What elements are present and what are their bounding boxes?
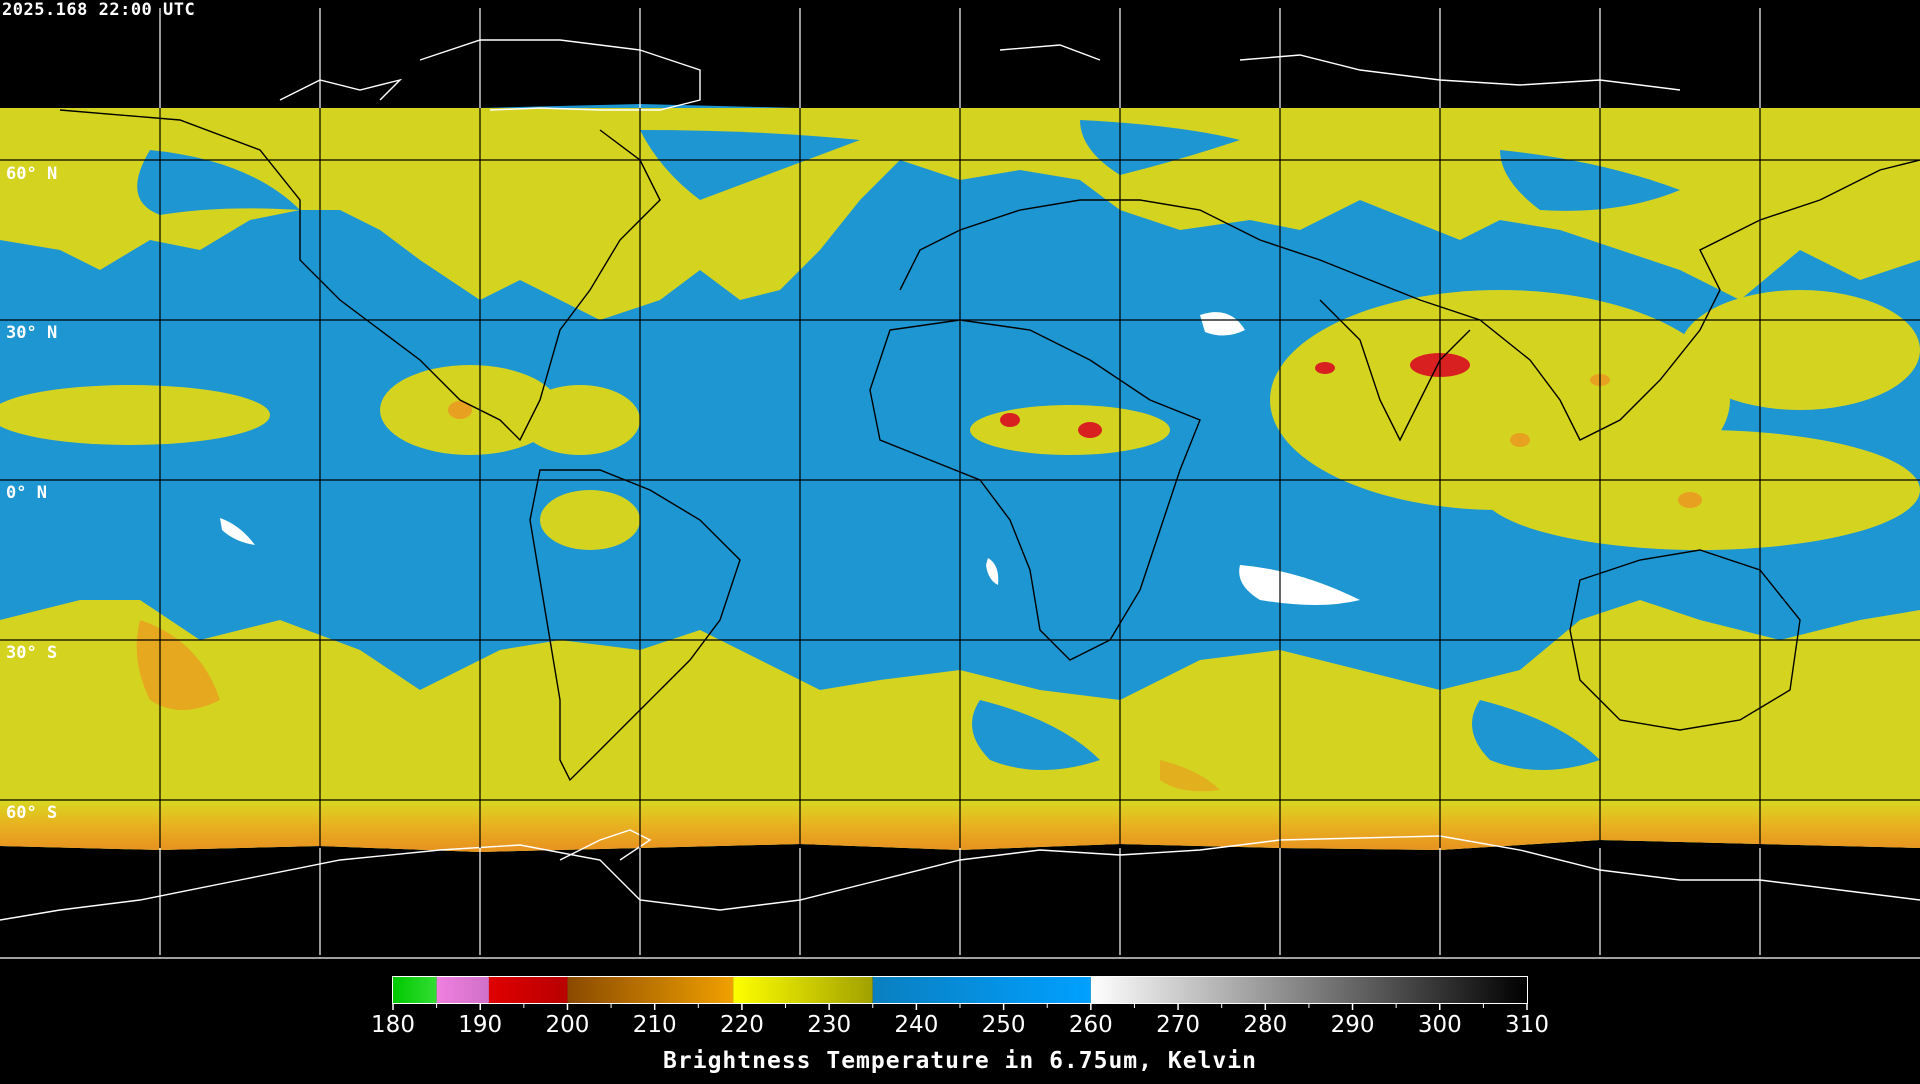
colorbar-tick-label: 270: [1156, 1012, 1201, 1038]
core-4: [1510, 433, 1530, 447]
convection-west-africa: [970, 405, 1170, 455]
dry-patch-indian-ocean: [1239, 565, 1360, 605]
north-blue-intrusion-2: [640, 130, 860, 200]
core-5: [1678, 492, 1702, 508]
tropical-convection: [0, 290, 1920, 550]
dry-patch-atlantic: [986, 558, 999, 585]
colorbar-tick-label: 260: [1068, 1012, 1113, 1038]
colorbar-title: Brightness Temperature in 6.75um, Kelvin: [663, 1048, 1257, 1074]
colorbar-segment: [436, 977, 489, 1003]
colorbar-tick-label: 310: [1505, 1012, 1549, 1038]
north-blue-intrusion-4: [1500, 150, 1680, 211]
coastline-south-america: [529, 469, 741, 782]
orange-patch-south-2: [1160, 760, 1220, 792]
colorbar-tick-label: 190: [458, 1012, 503, 1038]
orange-patch-south-1: [136, 620, 220, 710]
colorbar: [392, 976, 1528, 1004]
colorbar-tick-label: 280: [1243, 1012, 1288, 1038]
core-2: [1078, 422, 1102, 438]
colorbar-tick-label: 220: [719, 1012, 764, 1038]
colorbar-segment: [488, 977, 568, 1003]
lat-label-30s: 30° S: [6, 643, 58, 663]
dry-patches: [220, 312, 1360, 605]
coastline-australia: [1569, 549, 1801, 731]
lat-lon-grid: [0, 108, 1920, 848]
colorbar-swatches: [393, 977, 1527, 1003]
dry-patch-pacific: [220, 518, 255, 545]
convection-west-pacific: [1680, 290, 1920, 410]
south-blue-intrusion-2: [1472, 700, 1600, 770]
colorbar-tick-label: 200: [545, 1012, 590, 1038]
core-7: [1315, 362, 1335, 374]
colorbar-tick-label: 180: [371, 1012, 415, 1038]
lat-label-60s: 60° S: [6, 803, 58, 823]
core-6: [448, 401, 472, 419]
colorbar-tick-label: 300: [1417, 1012, 1462, 1038]
lat-label-30n: 30° N: [6, 323, 58, 343]
coastline-europe-asia: [899, 159, 1920, 441]
colorbar-segment: [567, 977, 734, 1003]
convection-east-pacific: [0, 385, 270, 445]
colorbar-tick-label: 210: [632, 1012, 677, 1038]
colorbar-tick-label: 250: [981, 1012, 1026, 1038]
convection-caribbean: [520, 385, 640, 455]
timestamp-label: 2025.168 22:00 UTC: [2, 0, 196, 20]
colorbar-segment: [1090, 977, 1527, 1003]
colorbar-segment: [733, 977, 873, 1003]
convection-amazon: [540, 490, 640, 550]
colorbar-tick-label: 230: [807, 1012, 852, 1038]
core-3: [1000, 413, 1020, 427]
colorbar-tick-label: 290: [1330, 1012, 1375, 1038]
colorbar-ticks: [392, 1004, 1528, 1010]
lat-label-60n: 60° N: [6, 164, 58, 184]
south-blue-intrusion-1: [972, 700, 1100, 770]
dry-patch-arabia: [1200, 312, 1245, 336]
colorbar-segment: [393, 977, 437, 1003]
colorbar-tick-label: 240: [894, 1012, 939, 1038]
convection-maritime-continent: [1480, 430, 1920, 550]
colorbar-segment: [872, 977, 1091, 1003]
coastline-greenland: [419, 39, 701, 111]
lat-label-0n: 0° N: [6, 483, 47, 503]
lat-lon-grid-polar: [0, 8, 1920, 959]
north-blue-intrusion-1: [137, 150, 300, 215]
